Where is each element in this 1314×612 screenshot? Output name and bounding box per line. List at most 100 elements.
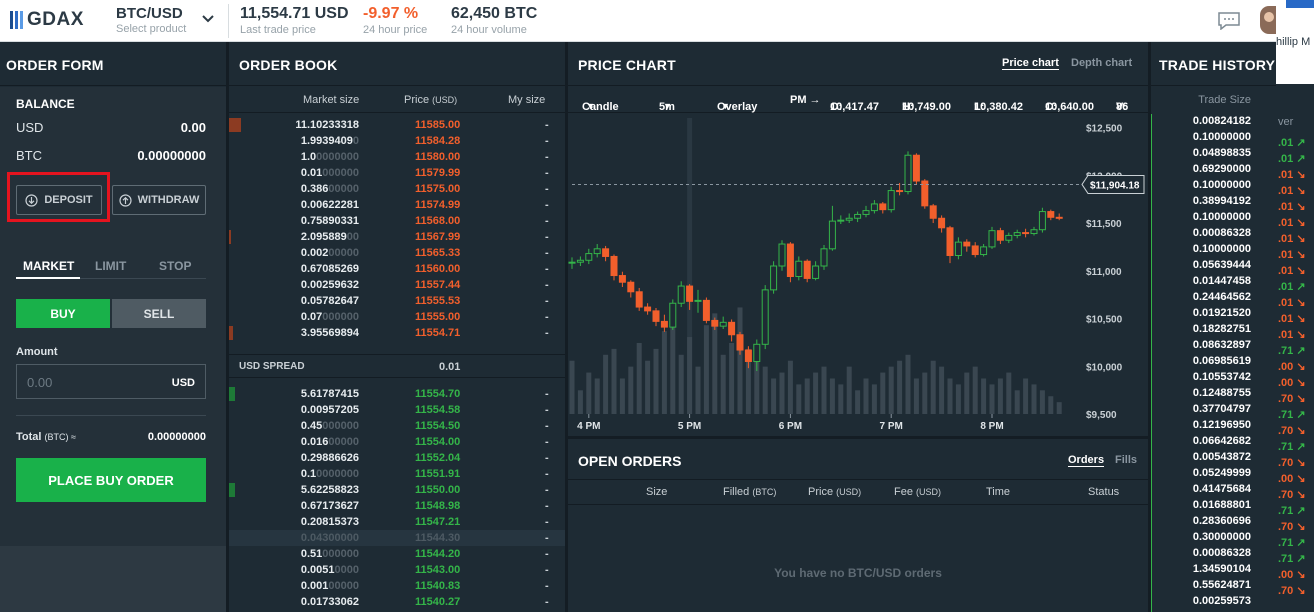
ask-row[interactable]: 0.67085269 11560.00 - <box>229 261 565 277</box>
candle-body <box>627 281 635 293</box>
candle-body <box>896 190 904 193</box>
tab-stop[interactable]: STOP <box>159 259 192 273</box>
bid-row[interactable]: 0.20815373 11547.21 - <box>229 514 565 530</box>
volume-bar <box>888 366 894 414</box>
ask-row[interactable]: 0.38600000 11575.00 - <box>229 181 565 197</box>
bid-row[interactable]: 0.00957205 11554.58 - <box>229 402 565 418</box>
order-price-int: 11584. <box>415 135 449 147</box>
my-size: - <box>545 452 549 464</box>
edge-trade-price: .71 ↗ <box>1278 505 1306 517</box>
volume-bar <box>661 331 667 414</box>
order-size: 0.04300000 <box>301 532 359 544</box>
product-name: BTC/USD <box>116 5 183 22</box>
withdraw-button[interactable]: WITHDRAW <box>112 185 206 215</box>
order-price: 11554.70 <box>415 388 460 400</box>
my-size: - <box>545 199 549 211</box>
bid-row[interactable]: 0.04300000 11544.30 - <box>229 530 565 546</box>
volume-bar <box>1006 372 1012 414</box>
volume-bar <box>645 360 651 414</box>
order-price-int: 11555. <box>415 295 449 307</box>
ask-row[interactable]: 0.00200000 11565.33 - <box>229 245 565 261</box>
trade-row: 0.24464562 <box>1192 291 1251 303</box>
chat-icon[interactable] <box>1218 12 1240 30</box>
order-size-digits: 0.0051 <box>300 564 335 576</box>
bid-row[interactable]: 0.01600000 11554.00 - <box>229 434 565 450</box>
order-price-dec: 83 <box>448 580 461 592</box>
order-size-digits: 0.45 <box>300 420 323 432</box>
order-price-dec: 00 <box>448 484 461 496</box>
ask-row[interactable]: 11.10233318 11585.00 - <box>229 117 565 133</box>
edge-button[interactable] <box>1286 0 1314 8</box>
tab-market[interactable]: MARKET <box>23 259 75 273</box>
order-price-dec: 70 <box>448 388 461 400</box>
ask-row[interactable]: 0.05782647 11555.53 - <box>229 293 565 309</box>
ask-row[interactable]: 1.00000000 11580.00 - <box>229 149 565 165</box>
volume-value: 62,450 BTC <box>451 5 538 22</box>
tab-orders[interactable]: Orders <box>1068 454 1105 467</box>
deposit-button[interactable]: DEPOSIT <box>16 185 102 215</box>
tab-limit[interactable]: LIMIT <box>95 259 127 273</box>
place-buy-order-button[interactable]: PLACE BUY ORDER <box>16 458 206 502</box>
order-price-dec: 00 <box>448 436 461 448</box>
bid-row[interactable]: 0.00100000 11540.83 - <box>229 578 565 594</box>
sell-button[interactable]: SELL <box>112 299 206 328</box>
amount-input[interactable]: 0.00 USD <box>16 364 206 399</box>
order-price-int: 11552. <box>415 452 449 464</box>
buy-button[interactable]: BUY <box>16 299 110 328</box>
order-price-int: 11543. <box>415 564 449 576</box>
bid-row[interactable]: 0.51000000 11544.20 - <box>229 546 565 562</box>
trade-row: 0.18282751 <box>1192 323 1251 335</box>
candle-body <box>761 289 769 345</box>
ask-row[interactable]: 1.99394090 11584.28 - <box>229 133 565 149</box>
candle-body <box>996 230 1004 241</box>
ask-row[interactable]: 0.01000000 11579.99 - <box>229 165 565 181</box>
candle-body <box>711 319 719 327</box>
bid-row[interactable]: 0.10000000 11551.91 - <box>229 466 565 482</box>
tab-fills[interactable]: Fills <box>1115 454 1138 466</box>
ask-row[interactable]: 2.09588900 11567.99 - <box>229 229 565 245</box>
candlestick-chart[interactable]: $12,500$12,000$11,500$11,000$10,500$10,0… <box>568 114 1148 436</box>
bid-row[interactable]: 0.29886626 11552.04 - <box>229 450 565 466</box>
ask-row[interactable]: 0.07000000 11555.00 - <box>229 309 565 325</box>
order-size: 0.20815373 <box>301 516 359 528</box>
trade-row: 0.10000000 <box>1192 131 1251 143</box>
user-avatar[interactable] <box>1260 6 1278 34</box>
ask-row[interactable]: 0.75890331 11568.00 - <box>229 213 565 229</box>
gdax-logo[interactable]: GDAX <box>10 8 84 32</box>
ask-row[interactable]: 0.00259632 11557.44 - <box>229 277 565 293</box>
trade-row: 0.05249999 <box>1192 467 1251 479</box>
candle-body <box>971 245 979 256</box>
order-price-int: 11547. <box>415 516 449 528</box>
ask-row[interactable]: 3.95569894 11554.71 - <box>229 325 565 341</box>
edge-trade-price: .70 ↘ <box>1278 425 1306 437</box>
bid-row[interactable]: 5.62258823 11550.00 - <box>229 482 565 498</box>
bid-row[interactable]: 5.61787415 11554.70 - <box>229 386 565 402</box>
trade-row: 0.37704797 <box>1192 403 1251 415</box>
bid-row[interactable]: 0.67173627 11548.98 - <box>229 498 565 514</box>
ask-row[interactable]: 0.00622281 11574.99 - <box>229 197 565 213</box>
order-form-header: ORDER FORM <box>0 42 226 86</box>
order-price: 11574.99 <box>415 199 460 211</box>
balance-title: BALANCE <box>16 97 75 111</box>
col-filled-unit: (BTC) <box>752 487 777 497</box>
col-market-size: Market size <box>303 94 360 106</box>
bid-row[interactable]: 0.01733062 11540.27 - <box>229 594 565 610</box>
col-status: Status <box>1088 486 1120 498</box>
candle-body <box>602 248 610 257</box>
edge-trade-price: .71 ↗ <box>1278 345 1306 357</box>
candle-label: Candle <box>582 101 619 113</box>
order-size-digits: 1.9939409 <box>300 135 353 147</box>
my-size: - <box>545 167 549 179</box>
candle-body <box>963 241 971 247</box>
bid-row[interactable]: 0.00510000 11543.00 - <box>229 562 565 578</box>
candle-body <box>1038 211 1046 231</box>
tab-depth-chart[interactable]: Depth chart <box>1071 57 1133 69</box>
col-price-unit: (USD) <box>432 95 458 105</box>
order-price-int: 11579. <box>415 167 449 179</box>
tab-price-chart[interactable]: Price chart <box>1002 57 1059 70</box>
edge-trade-price: .71 ↗ <box>1278 537 1306 549</box>
bid-row[interactable]: 0.45000000 11554.50 - <box>229 418 565 434</box>
volume-bar <box>972 366 978 414</box>
chevron-down-icon[interactable] <box>201 12 215 26</box>
product-selector[interactable]: BTC/USD Select product <box>116 5 186 35</box>
